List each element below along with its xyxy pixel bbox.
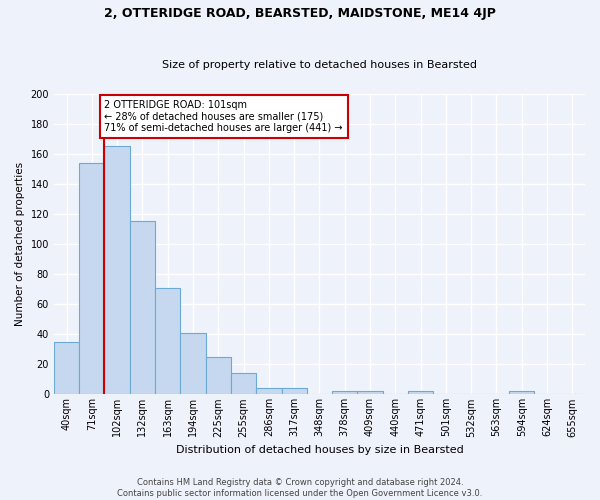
- X-axis label: Distribution of detached houses by size in Bearsted: Distribution of detached houses by size …: [176, 445, 463, 455]
- Bar: [206, 357, 231, 395]
- Bar: [104, 146, 130, 394]
- Bar: [231, 374, 256, 394]
- Y-axis label: Number of detached properties: Number of detached properties: [15, 162, 25, 326]
- Bar: [332, 392, 358, 394]
- Bar: [130, 222, 155, 394]
- Text: 2 OTTERIDGE ROAD: 101sqm
← 28% of detached houses are smaller (175)
71% of semi-: 2 OTTERIDGE ROAD: 101sqm ← 28% of detach…: [104, 100, 343, 132]
- Text: Contains HM Land Registry data © Crown copyright and database right 2024.
Contai: Contains HM Land Registry data © Crown c…: [118, 478, 482, 498]
- Title: Size of property relative to detached houses in Bearsted: Size of property relative to detached ho…: [162, 60, 477, 70]
- Bar: [256, 388, 281, 394]
- Bar: [155, 288, 181, 395]
- Bar: [509, 392, 535, 394]
- Bar: [408, 392, 433, 394]
- Bar: [358, 392, 383, 394]
- Bar: [54, 342, 79, 394]
- Bar: [79, 162, 104, 394]
- Bar: [181, 332, 206, 394]
- Bar: [281, 388, 307, 394]
- Text: 2, OTTERIDGE ROAD, BEARSTED, MAIDSTONE, ME14 4JP: 2, OTTERIDGE ROAD, BEARSTED, MAIDSTONE, …: [104, 8, 496, 20]
